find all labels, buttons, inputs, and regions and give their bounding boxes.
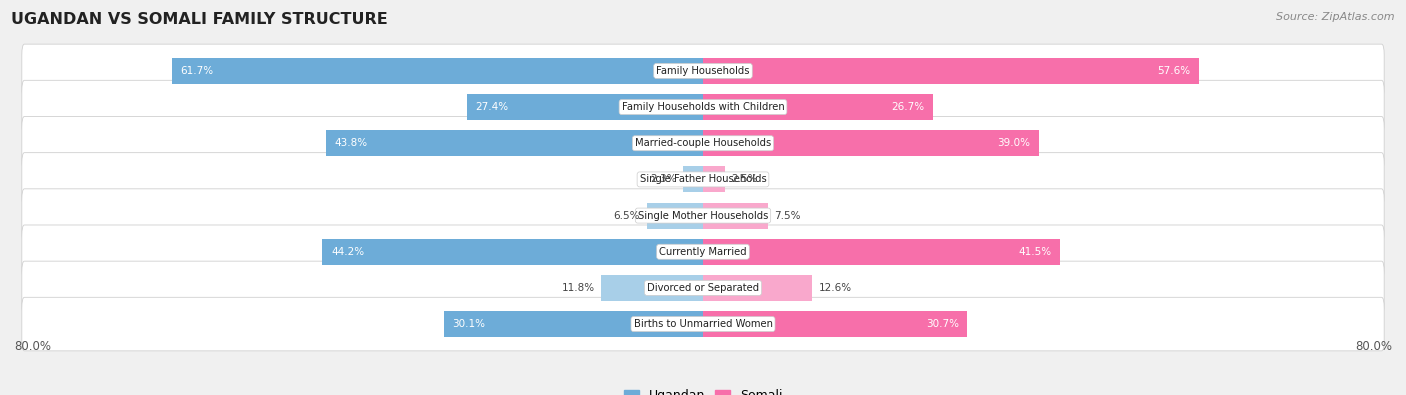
Text: 80.0%: 80.0% — [1355, 340, 1392, 353]
Text: Married-couple Households: Married-couple Households — [636, 138, 770, 148]
Bar — [602, 275, 703, 301]
Text: 41.5%: 41.5% — [1019, 247, 1052, 257]
Bar — [444, 311, 703, 337]
Text: 30.1%: 30.1% — [453, 319, 485, 329]
Bar — [683, 166, 703, 192]
Text: Family Households: Family Households — [657, 66, 749, 76]
Text: 12.6%: 12.6% — [818, 283, 852, 293]
Bar — [703, 275, 811, 301]
FancyBboxPatch shape — [22, 80, 1384, 134]
Bar — [703, 311, 967, 337]
Bar — [703, 166, 724, 192]
Text: 2.3%: 2.3% — [650, 175, 676, 184]
Text: Single Father Households: Single Father Households — [640, 175, 766, 184]
Bar — [326, 130, 703, 156]
FancyBboxPatch shape — [22, 117, 1384, 170]
Bar — [703, 239, 1060, 265]
Text: UGANDAN VS SOMALI FAMILY STRUCTURE: UGANDAN VS SOMALI FAMILY STRUCTURE — [11, 12, 388, 27]
Bar — [703, 130, 1039, 156]
Bar — [703, 94, 934, 120]
Text: 43.8%: 43.8% — [335, 138, 367, 148]
Text: 30.7%: 30.7% — [925, 319, 959, 329]
Bar — [647, 203, 703, 229]
Text: 39.0%: 39.0% — [997, 138, 1031, 148]
Text: 61.7%: 61.7% — [180, 66, 214, 76]
Bar — [467, 94, 703, 120]
Text: 57.6%: 57.6% — [1157, 66, 1191, 76]
Bar — [322, 239, 703, 265]
Text: 27.4%: 27.4% — [475, 102, 509, 112]
Text: 6.5%: 6.5% — [613, 211, 640, 220]
Text: 44.2%: 44.2% — [330, 247, 364, 257]
FancyBboxPatch shape — [22, 152, 1384, 206]
Bar — [703, 203, 768, 229]
Text: Births to Unmarried Women: Births to Unmarried Women — [634, 319, 772, 329]
Text: Single Mother Households: Single Mother Households — [638, 211, 768, 220]
Bar — [703, 58, 1199, 84]
FancyBboxPatch shape — [22, 189, 1384, 243]
FancyBboxPatch shape — [22, 261, 1384, 315]
Text: Source: ZipAtlas.com: Source: ZipAtlas.com — [1277, 12, 1395, 22]
Text: Divorced or Separated: Divorced or Separated — [647, 283, 759, 293]
Text: 7.5%: 7.5% — [775, 211, 801, 220]
Text: 11.8%: 11.8% — [561, 283, 595, 293]
Text: Currently Married: Currently Married — [659, 247, 747, 257]
Bar — [172, 58, 703, 84]
Text: 26.7%: 26.7% — [891, 102, 924, 112]
Text: 2.5%: 2.5% — [731, 175, 758, 184]
Text: 80.0%: 80.0% — [14, 340, 51, 353]
FancyBboxPatch shape — [22, 225, 1384, 278]
Text: Family Households with Children: Family Households with Children — [621, 102, 785, 112]
FancyBboxPatch shape — [22, 297, 1384, 351]
FancyBboxPatch shape — [22, 44, 1384, 98]
Legend: Ugandan, Somali: Ugandan, Somali — [619, 384, 787, 395]
